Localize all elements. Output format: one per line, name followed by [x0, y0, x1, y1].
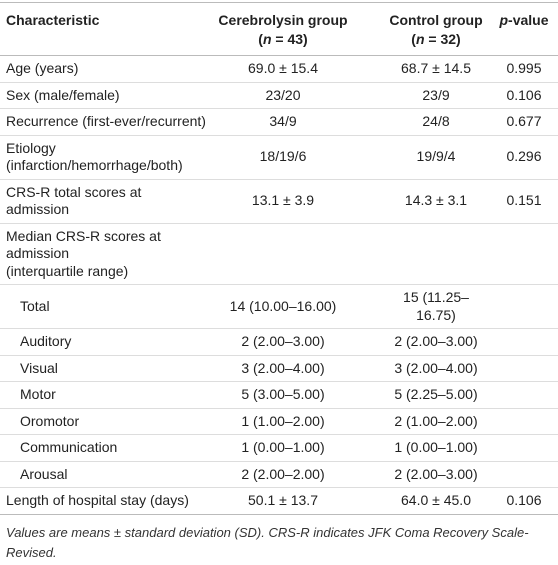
table-cell: 5 (3.00–5.00) [210, 381, 356, 409]
table-row: Visual 3 (2.00–4.00) 3 (2.00–4.00) [0, 355, 558, 382]
text-run: n [415, 31, 425, 47]
text-run: -value [508, 12, 549, 28]
table-row: Age (years) 69.0 ± 15.4 68.7 ± 14.5 0.995 [0, 55, 558, 83]
column-header: p-value [490, 2, 558, 56]
table-cell: 14 (10.00–16.00) [210, 284, 356, 329]
table-cell [490, 408, 558, 435]
table-cell [210, 223, 356, 285]
header-row: Characteristic Cerebrolysin group (n = 43)… [0, 2, 558, 56]
table-row: Auditory 2 (2.00–3.00) 2 (2.00–3.00) [0, 328, 558, 356]
column-header: Cerebrolysin group (n = 43) [210, 2, 356, 56]
table-cell: 0.296 [490, 135, 558, 180]
table-cell: 1 (1.00–2.00) [210, 408, 356, 435]
table-cell: Oromotor [0, 408, 210, 435]
text-run: = 32) [424, 31, 461, 47]
table-cell: 1 (0.00–1.00) [210, 434, 356, 462]
table-cell: 0.677 [490, 108, 558, 136]
table-cell: 19/9/4 [356, 135, 490, 180]
table-row: Oromotor 1 (1.00–2.00) 2 (1.00–2.00) [0, 408, 558, 435]
table-cell: 0.106 [490, 82, 558, 109]
table-cell: 0.151 [490, 179, 558, 224]
table-cell: Auditory [0, 328, 210, 356]
table-cell [490, 381, 558, 409]
table-row: Median CRS-R scores at admission (interqu… [0, 223, 558, 285]
table-cell: 0.995 [490, 55, 558, 83]
table-cell: 2 (2.00–3.00) [356, 328, 490, 356]
table-cell: 34/9 [210, 108, 356, 136]
table-cell: Median CRS-R scores at admission (interqu… [0, 223, 210, 285]
table-cell: 24/8 [356, 108, 490, 136]
header-label: p-value [494, 11, 554, 30]
header-n: (n = 43) [214, 30, 352, 49]
table-cell: 0.106 [490, 487, 558, 515]
table-row: Arousal 2 (2.00–2.00) 2 (2.00–3.00) [0, 461, 558, 488]
table-row: Recurrence (first-ever/recurrent) 34/9 24/… [0, 108, 558, 136]
table-cell: 2 (2.00–2.00) [210, 461, 356, 488]
cell-line: Median CRS-R scores at admission [6, 227, 161, 262]
header-label: Control group [389, 12, 483, 28]
cell-line: Etiology [6, 139, 56, 156]
table-body: Age (years) 69.0 ± 15.4 68.7 ± 14.5 0.995 Se… [0, 55, 558, 515]
table-cell: 2 (2.00–3.00) [210, 328, 356, 356]
table-cell: 23/9 [356, 82, 490, 109]
table-cell [490, 223, 558, 285]
table-cell: Total [0, 284, 210, 329]
text-run: p [499, 12, 509, 28]
column-header: Control group (n = 32) [356, 2, 490, 56]
table-row: Total 14 (10.00–16.00) 15 (11.25–16.75) [0, 284, 558, 329]
cell-line: (interquartile range) [6, 262, 129, 279]
table-cell: Arousal [0, 461, 210, 488]
table-cell: Communication [0, 434, 210, 462]
table-cell: 23/20 [210, 82, 356, 109]
table-cell: 3 (2.00–4.00) [210, 355, 356, 382]
table-cell [490, 355, 558, 382]
table-row: CRS-R total scores at admission 13.1 ± 3.… [0, 179, 558, 224]
table-cell [490, 328, 558, 356]
table-cell: 5 (2.25–5.00) [356, 381, 490, 409]
table-cell: 69.0 ± 15.4 [210, 55, 356, 83]
table-row: Etiology (infarction/hemorrhage/both) 18/1… [0, 135, 558, 180]
header-n: (n = 32) [386, 30, 486, 49]
table-cell: 13.1 ± 3.9 [210, 179, 356, 224]
header-label: Characteristic [6, 12, 100, 28]
table-cell: Sex (male/female) [0, 82, 210, 109]
table-cell: 68.7 ± 14.5 [356, 55, 490, 83]
table-cell: Etiology (infarction/hemorrhage/both) [0, 135, 210, 180]
table-cell: CRS-R total scores at admission [0, 179, 210, 224]
table-cell: 3 (2.00–4.00) [356, 355, 490, 382]
table-cell: 18/19/6 [210, 135, 356, 180]
table-row: Length of hospital stay (days) 50.1 ± 13.… [0, 487, 558, 515]
table-row: Communication 1 (0.00–1.00) 1 (0.00–1.00) [0, 434, 558, 462]
text-run: ( [411, 31, 416, 47]
table-cell: 2 (1.00–2.00) [356, 408, 490, 435]
column-header: Characteristic [0, 2, 210, 56]
table-cell: Visual [0, 355, 210, 382]
table-cell: 15 (11.25–16.75) [356, 284, 490, 329]
cell-line: (infarction/hemorrhage/both) [6, 157, 183, 173]
table-cell: 2 (2.00–3.00) [356, 461, 490, 488]
table-cell: 50.1 ± 13.7 [210, 487, 356, 515]
footnote: Values are means ± standard deviation (S… [6, 524, 529, 560]
data-table: Characteristic Cerebrolysin group (n = 43)… [0, 2, 558, 515]
text-run: = 43) [271, 31, 308, 47]
table-row: Sex (male/female) 23/20 23/9 0.106 [0, 82, 558, 109]
table-cell: 64.0 ± 45.0 [356, 487, 490, 515]
text-run: ( [258, 31, 263, 47]
table-cell [356, 223, 490, 285]
table-cell: Motor [0, 381, 210, 409]
table-row: Motor 5 (3.00–5.00) 5 (2.25–5.00) [0, 381, 558, 409]
table-cell [490, 284, 558, 329]
header-label: Cerebrolysin group [218, 12, 348, 28]
table-cell: Recurrence (first-ever/recurrent) [0, 108, 210, 136]
text-run: n [262, 31, 272, 47]
table-cell: Age (years) [0, 55, 210, 83]
table-cell [490, 461, 558, 488]
table-cell: 14.3 ± 3.1 [356, 179, 490, 224]
table-cell [490, 434, 558, 462]
table-cell: Length of hospital stay (days) [0, 487, 210, 515]
table-cell: 1 (0.00–1.00) [356, 434, 490, 462]
